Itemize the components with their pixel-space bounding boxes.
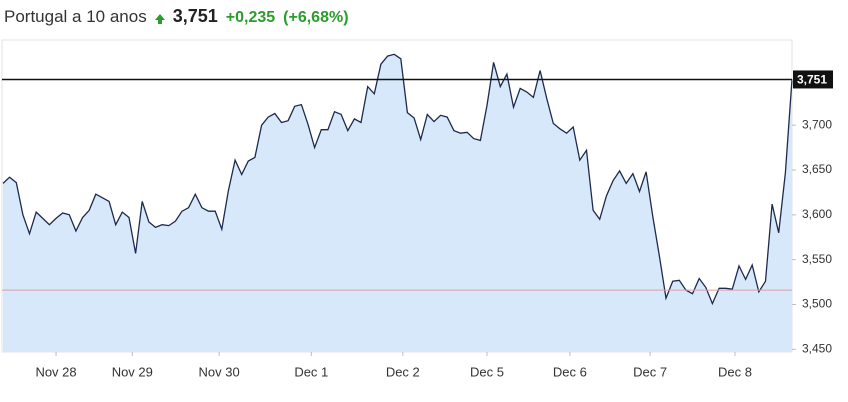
x-tick-label: Dec 7 [633,364,667,379]
x-tick-label: Nov 28 [35,364,76,379]
price-tag-label: 3,751 [797,73,827,87]
price-line [2,53,793,306]
x-tick-label: Dec 5 [470,364,504,379]
y-tick-label: 3,650 [802,162,832,176]
header: Portugal a 10 anos 3,751 +0,235 (+6,68%) [4,6,349,32]
y-tick-label: 3,500 [802,297,832,311]
x-tick-label: Dec 2 [386,364,420,379]
change: +0,235 [225,9,276,26]
x-tick-label: Nov 30 [199,364,240,379]
x-tick-label: Dec 6 [553,364,587,379]
title: Portugal a 10 anos [4,7,147,26]
y-tick-label: 3,700 [802,117,832,131]
x-tick-label: Nov 29 [112,364,153,379]
x-tick-label: Dec 1 [294,364,328,379]
y-tick-label: 3,450 [802,341,832,355]
area-fill [3,54,792,353]
y-tick-label: 3,550 [802,252,832,266]
x-tick-label: Dec 8 [718,364,752,379]
change-pct: (+6,68%) [283,9,349,26]
price-tag [793,70,833,89]
y-tick-label: 3,600 [802,207,832,221]
up-arrow [154,14,165,24]
price: 3,751 [172,6,218,26]
